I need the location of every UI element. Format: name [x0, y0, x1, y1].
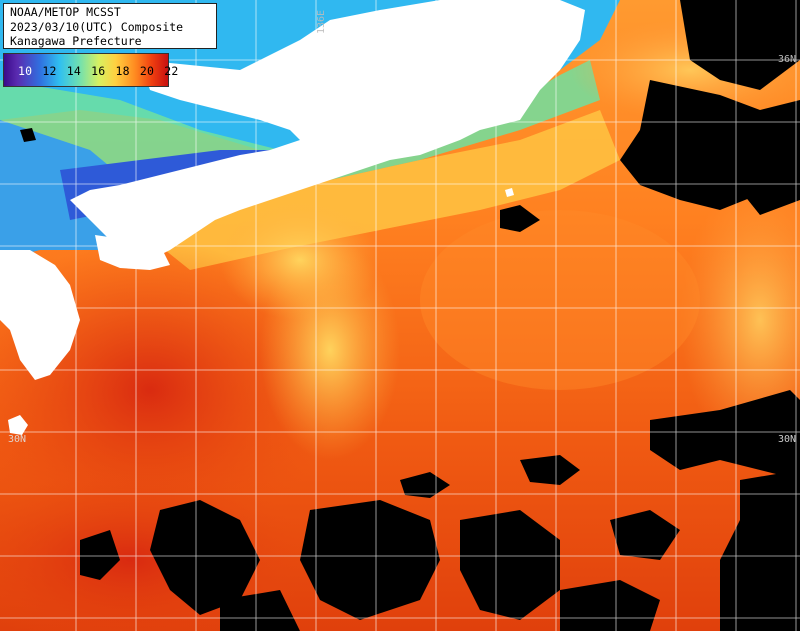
- scale-labels: 10 12 14 16 18 20 22: [18, 64, 182, 78]
- title-line-1: NOAA/METOP MCSST: [10, 5, 121, 19]
- orange-mid: [420, 210, 700, 390]
- scale-label: 18: [115, 64, 130, 78]
- cloud-mask: [20, 0, 800, 631]
- latitude-label-30n-left: 30N: [8, 434, 27, 445]
- scale-label: 22: [164, 64, 179, 78]
- land-honshu: [70, 0, 585, 260]
- warm-core-left: [0, 240, 340, 540]
- land-shikoku: [95, 235, 170, 270]
- scale-label: 10: [18, 64, 33, 78]
- scale-label: 20: [139, 64, 155, 78]
- map-title-box: NOAA/METOP MCSST 2023/03/10(UTC) Composi…: [3, 3, 217, 49]
- longitude-label-136e: 136E: [316, 9, 327, 34]
- temperature-color-scale: 10 12 14 16 18 20 22: [3, 53, 178, 87]
- scale-label: 12: [42, 64, 57, 78]
- scale-label: 16: [91, 64, 106, 78]
- title-line-2: 2023/03/10(UTC) Composite: [10, 19, 184, 34]
- title-line-3: Kanagawa Prefecture: [10, 34, 142, 48]
- scale-label: 14: [66, 64, 81, 78]
- land-island-small: [8, 415, 28, 435]
- land-kyushu: [0, 250, 80, 380]
- land-island-small-2: [505, 188, 514, 197]
- latitude-label-36n: 36N: [777, 54, 796, 65]
- yellow-tongue-2: [220, 200, 380, 320]
- land-noto: [538, 5, 575, 55]
- latitude-label-30n-right: 30N: [777, 434, 796, 445]
- yellow-right: [680, 180, 800, 460]
